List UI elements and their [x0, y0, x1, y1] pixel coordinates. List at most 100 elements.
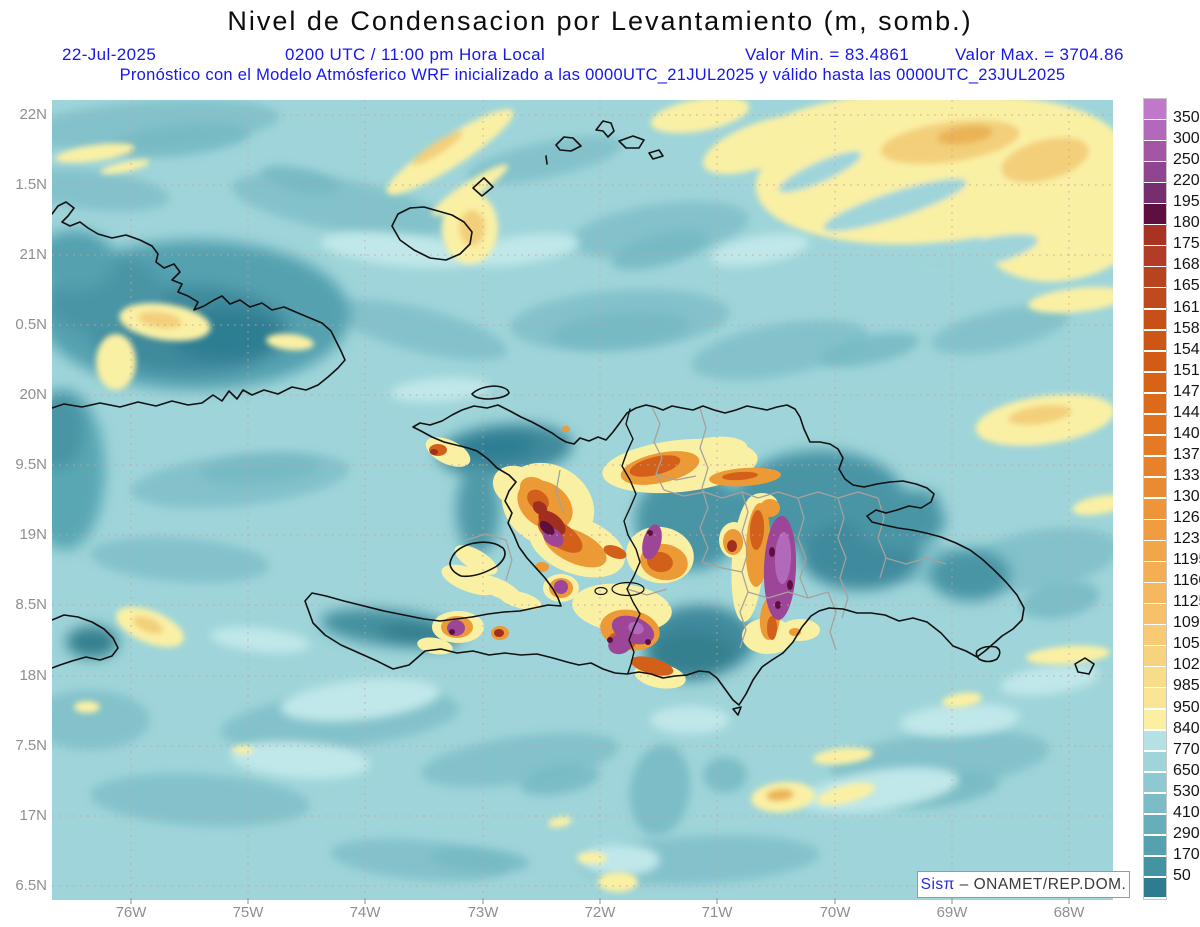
coast-hispaniola [304, 404, 1025, 706]
x-axis-label: 70W [819, 904, 851, 921]
colorbar-segment [1144, 309, 1166, 330]
x-axis-label: 76W [115, 904, 147, 921]
y-axis-label: 22N [19, 106, 47, 123]
colorbar-label: 2500 [1173, 151, 1200, 169]
colorbar-segment [1144, 877, 1166, 898]
colorbar-segment [1144, 688, 1166, 709]
axis-ticks [130, 898, 1070, 904]
colorbar-segment [1144, 351, 1166, 372]
x-axis-label: 73W [467, 904, 499, 921]
colorbar-label: 1950 [1173, 193, 1200, 211]
coast-gonave [449, 541, 506, 578]
colorbar-label: 1580 [1173, 319, 1200, 337]
colorbar-segment [1144, 246, 1166, 266]
coastlines [52, 120, 1095, 716]
colorbar-segment [1144, 793, 1166, 814]
y-axis-label: 8.5N [15, 596, 47, 613]
colorbar-segment [1144, 751, 1166, 772]
colorbar-segment [1144, 499, 1166, 519]
colorbar-label: 770 [1173, 740, 1200, 758]
high-lcl-yellow-areas [55, 100, 1113, 892]
x-axis-label: 71W [701, 904, 733, 921]
colorbar-segment [1144, 541, 1166, 561]
colorbar-segment [1144, 120, 1166, 140]
y-axis-label: 9.5N [15, 456, 47, 473]
colorbar-segment [1144, 162, 1166, 182]
colorbar-segment [1144, 730, 1166, 751]
colorbar-segment [1144, 330, 1166, 351]
colorbar-segment [1144, 435, 1166, 456]
colorbar-segment [1144, 183, 1166, 203]
colorbar-label: 530 [1173, 782, 1200, 800]
colorbar-segment [1144, 288, 1166, 309]
coast-cuba [52, 201, 346, 409]
colorbar-label: 1055 [1173, 635, 1200, 653]
colorbar-label: 1125 [1173, 593, 1200, 611]
colorbar-label: 1370 [1173, 445, 1200, 463]
colorbar-label: 1020 [1173, 656, 1200, 674]
x-axis-label: 75W [232, 904, 264, 921]
colorbar-segment [1144, 393, 1166, 414]
colorbar-label: 1800 [1173, 214, 1200, 232]
colorbar-label: 985 [1173, 677, 1200, 695]
coast-caicos-3 [648, 149, 664, 160]
colorbar-label: 1335 [1173, 466, 1200, 484]
coast-great-inagua [391, 206, 473, 261]
colorbar-segment [1144, 99, 1166, 119]
ocean-texture-dark-bands [110, 122, 1100, 873]
colorbar-label: 1475 [1173, 382, 1200, 400]
coast-caicos-1 [595, 120, 615, 138]
colorbar-label: 2200 [1173, 172, 1200, 190]
colorbar-label: 1685 [1173, 256, 1200, 274]
page-title: Nivel de Condensacion por Levantamiento … [227, 6, 973, 36]
colorbar-label: 1440 [1173, 403, 1200, 421]
colorbar-label: 1650 [1173, 277, 1200, 295]
valor-max: Valor Max. = 3704.86 [955, 45, 1124, 64]
graticule [52, 100, 1113, 900]
coast-mayaguana [555, 136, 582, 152]
coast-saona [975, 645, 1001, 663]
colorbar-segment [1144, 709, 1166, 730]
lake-enriquillo [611, 581, 645, 597]
y-axis-label: 19N [19, 526, 47, 543]
forecast-line: Pronóstico con el Modelo Atmósferico WRF… [119, 66, 1066, 84]
colorbar-segment [1144, 477, 1166, 498]
colorbar-label: 1405 [1173, 424, 1200, 442]
colorbar-segment [1144, 204, 1166, 224]
colorbar-label: 290 [1173, 824, 1200, 842]
colorbar-label: 1545 [1173, 340, 1200, 358]
y-axis-label: 17N [19, 807, 47, 824]
x-axis-label: 72W [584, 904, 616, 921]
colorbar-segment [1144, 772, 1166, 793]
colorbar-label: 1750 [1173, 235, 1200, 253]
y-axis-label: 0.5N [15, 316, 47, 333]
y-axis-label: 21N [19, 246, 47, 263]
colorbar-label: 1615 [1173, 298, 1200, 316]
colorbar-label: 650 [1173, 761, 1200, 779]
y-axis-label: 7.5N [15, 737, 47, 754]
colorbar-segment [1144, 141, 1166, 161]
colorbar-label: 1265 [1173, 509, 1200, 527]
y-axis-label: 20N [19, 386, 47, 403]
y-axis-label: 1.5N [15, 176, 47, 193]
watermark-text: – ONAMET/REP.DOM. [954, 876, 1127, 893]
valid-time: 0200 UTC / 11:00 pm Hora Local [285, 45, 546, 64]
colorbar-segment [1144, 856, 1166, 877]
colorbar-segment [1144, 604, 1166, 624]
colorbar-segment [1144, 667, 1166, 687]
run-date: 22-Jul-2025 [62, 45, 157, 64]
colorbar-segment [1144, 835, 1166, 856]
x-axis-label: 68W [1053, 904, 1085, 921]
colorbar [1143, 98, 1167, 900]
colorbar-label: 170 [1173, 845, 1200, 863]
colorbar-label: 1090 [1173, 614, 1200, 632]
colorbar-segment [1144, 372, 1166, 393]
coast-mona [1074, 657, 1095, 675]
colorbar-label: 1195 [1173, 551, 1200, 569]
lake-saumatre [594, 586, 608, 596]
colorbar-label: 1160 [1173, 572, 1200, 590]
y-axis-label: 6.5N [15, 877, 47, 894]
x-axis-label: 69W [936, 904, 968, 921]
colorbar-label: 50 [1173, 866, 1191, 884]
